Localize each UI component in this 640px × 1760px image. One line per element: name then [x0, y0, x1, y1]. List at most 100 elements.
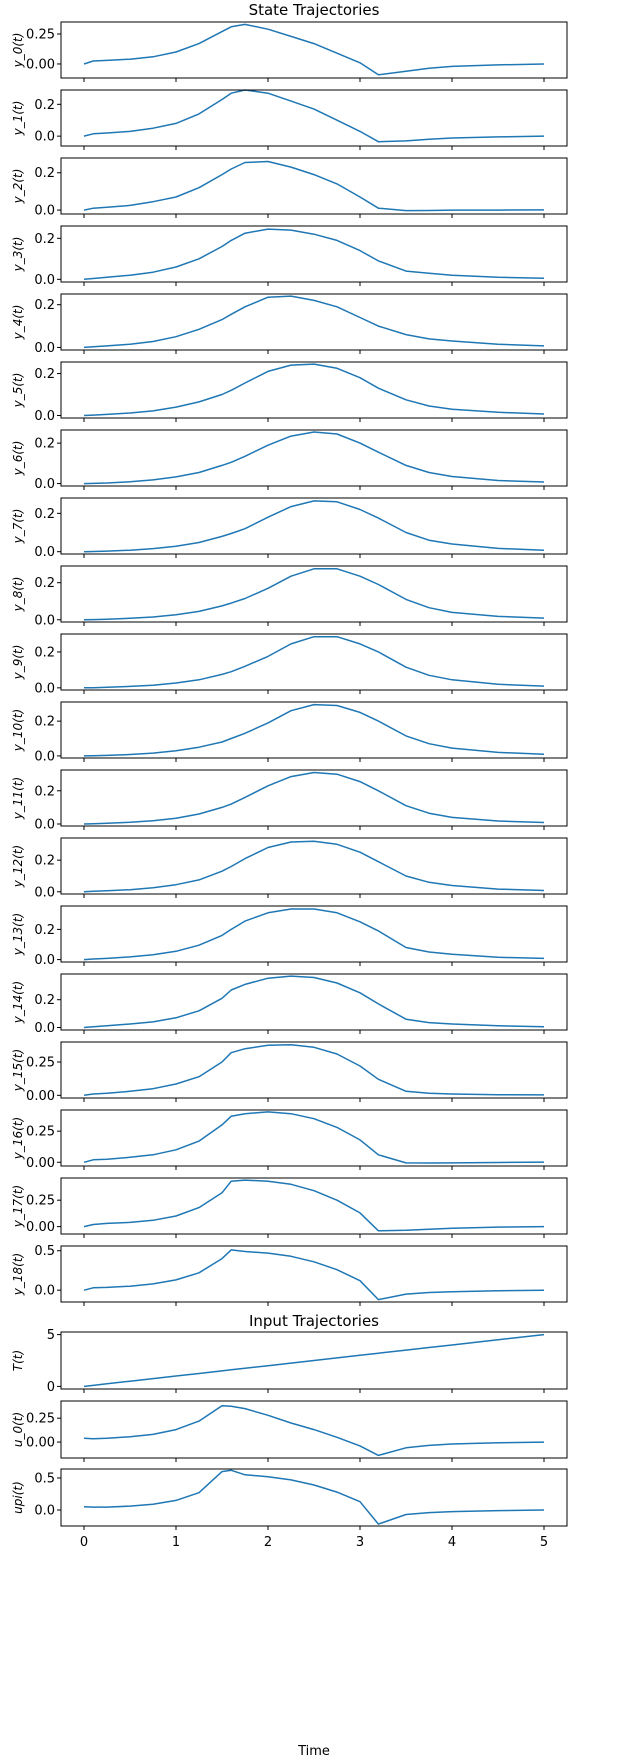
subplot-8: 0.0 0.2 y_8(t): [11, 565, 568, 628]
y-axis-label: y_6(t): [11, 441, 25, 477]
axes-frame: [60, 429, 568, 487]
series-line: [83, 228, 545, 281]
y-tick-label: 0.0: [34, 818, 55, 833]
y-tick-label: 0.2: [34, 784, 55, 799]
y-axis-label: y_2(t): [11, 169, 25, 205]
y-tick-label: 0.0: [34, 953, 55, 968]
y-tick-label: 0.2: [34, 576, 55, 591]
y-tick-label: 0.0: [34, 477, 55, 492]
y-tick-label: 0.2: [34, 507, 55, 522]
y-tick-label: 0.0: [34, 204, 55, 219]
y-tick-label: 0.00: [26, 1089, 55, 1104]
subplot-11: 0.0 0.2 y_11(t): [11, 769, 568, 833]
x-tick-label: 5: [540, 1535, 548, 1550]
y-tick-label: 0.0: [34, 681, 55, 696]
y-tick-label: 0.0: [34, 1503, 55, 1518]
y-axis-label: y_11(t): [11, 777, 25, 820]
y-tick-label: 0.0: [34, 1021, 55, 1036]
series-line: [83, 1111, 545, 1164]
axes-frame: [60, 225, 568, 283]
y-axis-label: T(t): [11, 1350, 25, 1371]
axes-frame: [60, 157, 568, 215]
state-title: State Trajectories: [249, 1, 380, 19]
y-axis-label: y_15(t): [11, 1049, 25, 1092]
series-line: [83, 908, 545, 961]
axes-frame: [60, 701, 568, 759]
subplot-14: 0.0 0.2 y_14(t): [11, 973, 568, 1036]
x-tick-label: 2: [264, 1535, 272, 1550]
y-tick-label: 0.0: [34, 613, 55, 628]
subplot-10: 0.0 0.2 y_10(t): [11, 701, 568, 764]
subplot-2: 0.0 0.2 y_2(t): [11, 157, 568, 219]
y-tick-label: 0.2: [34, 854, 55, 869]
series-line: [83, 1249, 545, 1301]
y-tick-label: 0.25: [26, 1125, 55, 1140]
y-tick-label: 0.2: [34, 166, 55, 181]
y-tick-label: 0.00: [26, 1156, 55, 1171]
subplots: 0.000.25y_0(t)0.00.2y_1(t)0.00.2y_2(t)0.…: [11, 21, 568, 1550]
subplot-15: 0.00 0.25y_15(t): [11, 1041, 568, 1104]
y-tick-label: 0.25: [26, 1056, 55, 1071]
subplot-6: 0.0 0.2 y_6(t): [11, 429, 568, 492]
subplot-5: 0.0 0.2 y_5(t): [11, 361, 568, 424]
y-tick-label: 0.0: [34, 885, 55, 900]
series-line: [83, 840, 545, 893]
subplot-0: 0.00 0.25y_0(t): [11, 21, 568, 82]
y-axis-label: y_3(t): [11, 237, 25, 273]
subplot-12: 0.0 0.2 y_12(t): [11, 837, 568, 900]
y-tick-label: 0.00: [26, 57, 55, 72]
y-tick-label: 0.0: [34, 749, 55, 764]
subplot-7: 0.0 0.2 y_7(t): [11, 497, 568, 560]
y-tick-label: 5: [47, 1328, 55, 1343]
y-axis-label: y_4(t): [11, 305, 25, 341]
y-tick-label: 0.2: [34, 645, 55, 660]
y-tick-label: 0.2: [34, 367, 55, 382]
x-tick-label: 1: [172, 1535, 180, 1550]
y-axis-label: y_17(t): [11, 1185, 25, 1228]
series-line: [83, 23, 545, 76]
axes-frame: [60, 973, 568, 1031]
y-axis-label: y_9(t): [11, 645, 25, 681]
axes-frame: [60, 769, 568, 827]
axes-frame: [60, 1041, 568, 1099]
axes-frame: [60, 1245, 568, 1303]
subplot-17: 0.00 0.25y_17(t): [11, 1177, 568, 1238]
series-line: [83, 1405, 545, 1457]
x-tick-label: 4: [448, 1535, 456, 1550]
y-tick-label: 0.25: [26, 27, 55, 42]
axes-frame: [60, 89, 568, 147]
x-tick-label: 3: [356, 1535, 364, 1550]
series-line: [83, 1333, 545, 1388]
y-tick-label: 0.25: [26, 1194, 55, 1209]
series-line: [83, 1179, 545, 1232]
series-line: [83, 975, 545, 1029]
subplot-21: 0.0 0.5 0 1 2 3 4 5 upi(t): [11, 1468, 568, 1550]
y-axis-label: y_0(t): [11, 33, 25, 69]
axes-frame: [60, 565, 568, 623]
y-axis-label: y_16(t): [11, 1117, 25, 1160]
y-axis-label: y_13(t): [11, 913, 25, 956]
axes-frame: [60, 633, 568, 691]
y-tick-label: 0.0: [34, 545, 55, 560]
y-tick-label: 0.2: [34, 98, 55, 113]
axes-frame: [60, 1400, 568, 1459]
axes-frame: [60, 1109, 568, 1167]
y-tick-label: 0.2: [34, 993, 55, 1008]
subplot-13: 0.0 0.2 y_13(t): [11, 905, 568, 968]
subplot-4: 0.0 0.2 y_4(t): [11, 293, 568, 356]
series-line: [83, 771, 545, 825]
subplot-18: 0.0 0.5 y_18(t): [11, 1244, 568, 1306]
y-tick-label: 0.0: [34, 273, 55, 288]
y-tick-label: 0.5: [34, 1471, 55, 1486]
y-tick-label: 0.5: [34, 1244, 55, 1259]
series-line: [83, 295, 545, 349]
y-tick-label: 0.2: [34, 715, 55, 730]
axes-frame: [60, 905, 568, 963]
y-tick-label: 0.2: [34, 923, 55, 938]
y-tick-label: 0.25: [26, 1412, 55, 1427]
y-tick-label: 0: [47, 1380, 55, 1395]
series-line: [83, 568, 545, 621]
axes-frame: [60, 361, 568, 419]
axes-frame: [60, 837, 568, 895]
axes-frame: [60, 21, 568, 79]
